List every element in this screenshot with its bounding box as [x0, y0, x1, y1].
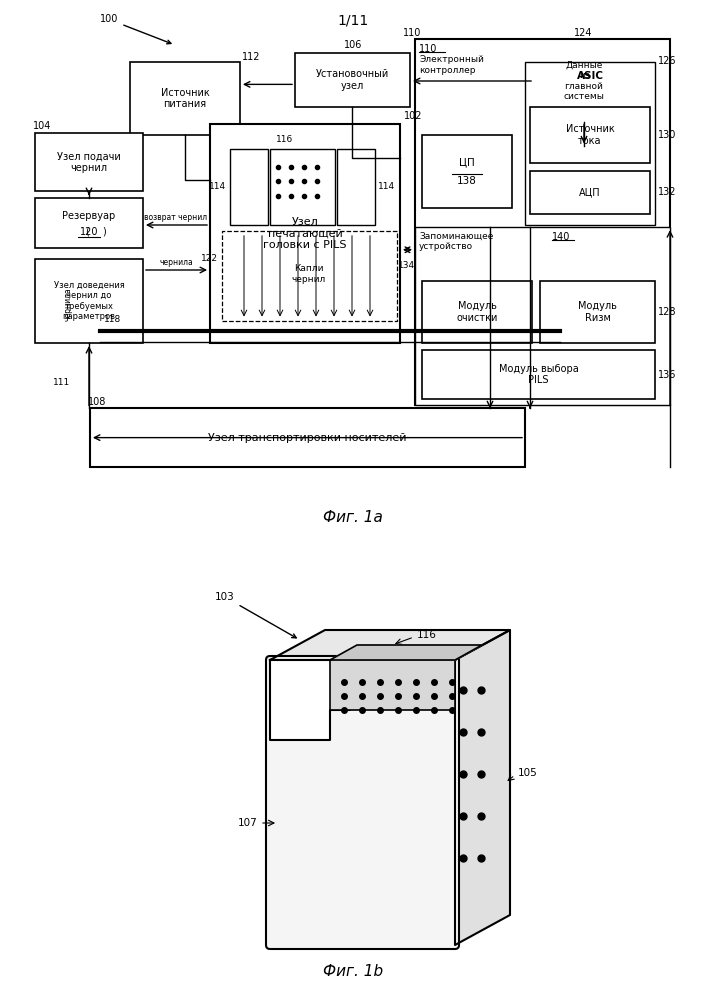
Text: 126: 126 [658, 56, 677, 66]
Text: 110: 110 [403, 28, 421, 38]
Text: 116: 116 [276, 135, 293, 144]
Bar [530, 107, 650, 163]
Bar [35, 259, 143, 343]
Text: 110: 110 [419, 44, 438, 54]
Text: 132: 132 [658, 187, 677, 197]
Text: чернила: чернила [159, 258, 193, 267]
Text: ЦП: ЦП [459, 158, 475, 168]
Text: 104: 104 [33, 121, 52, 131]
Bar [530, 171, 650, 214]
Bar [525, 62, 655, 225]
Text: 128: 128 [658, 307, 677, 317]
Text: возврат чернил: возврат чернил [144, 213, 208, 222]
Text: 100: 100 [100, 14, 171, 44]
Text: Источник
тока: Источник тока [566, 124, 614, 146]
Text: Запоминающее
устройство: Запоминающее устройство [419, 232, 493, 251]
Text: Фиг. 1а: Фиг. 1а [323, 510, 383, 525]
Bar [422, 135, 512, 208]
Text: Резервуар: Резервуар [62, 211, 116, 221]
FancyBboxPatch shape [266, 656, 459, 949]
Text: Установочный
узел: Установочный узел [316, 69, 389, 91]
Bar [337, 148, 375, 225]
Text: ): ) [102, 227, 106, 237]
Text: 118: 118 [104, 315, 121, 324]
Text: 136: 136 [658, 370, 677, 380]
Text: 102: 102 [404, 111, 423, 121]
Text: Модуль выбора
PILS: Модуль выбора PILS [498, 364, 578, 385]
Text: (: ( [85, 227, 89, 237]
Text: Источник
питания: Источник питания [160, 88, 209, 109]
Text: 107: 107 [238, 818, 258, 828]
Text: 138: 138 [457, 176, 477, 186]
Text: 105: 105 [518, 768, 538, 778]
Bar [230, 148, 268, 225]
Bar [210, 124, 400, 343]
Bar [270, 148, 335, 225]
Polygon shape [270, 660, 350, 740]
Text: Электронный
контроллер: Электронный контроллер [419, 55, 484, 75]
Text: Капли
чернил: Капли чернил [292, 264, 326, 284]
Text: Узел доведения
чернил до
требуемых
параметров: Узел доведения чернил до требуемых парам… [54, 281, 124, 321]
Bar [422, 281, 532, 343]
Polygon shape [330, 645, 482, 660]
Bar [295, 53, 410, 107]
Text: 114: 114 [209, 182, 226, 191]
Bar [534, 40, 634, 121]
Text: Фиг. 1b: Фиг. 1b [323, 964, 383, 980]
Text: 120: 120 [80, 227, 98, 237]
Bar [415, 39, 670, 405]
Text: Данные
из
главной
системы: Данные из главной системы [563, 61, 604, 101]
Text: 103: 103 [215, 592, 296, 638]
Text: АЦП: АЦП [579, 187, 601, 197]
Text: 134: 134 [399, 261, 416, 270]
Text: 112: 112 [242, 52, 260, 62]
Text: 108: 108 [88, 397, 106, 407]
Bar [222, 231, 397, 321]
Bar [330, 660, 455, 710]
Text: чернила: чернила [64, 287, 73, 321]
Text: Модуль
Rизм: Модуль Rизм [578, 301, 617, 323]
Text: 124: 124 [574, 28, 592, 38]
Bar [415, 227, 670, 405]
Text: ASIC: ASIC [576, 71, 604, 81]
Bar [90, 408, 525, 467]
Bar [540, 281, 655, 343]
Text: 114: 114 [305, 693, 325, 703]
Text: 114: 114 [378, 182, 395, 191]
Bar [35, 198, 143, 247]
Bar [130, 62, 240, 135]
Bar [35, 133, 143, 191]
Text: Модуль
очистки: Модуль очистки [456, 301, 498, 323]
Bar [422, 350, 655, 399]
Text: 111: 111 [53, 378, 70, 387]
Text: Узел
печатающей
головки с PILS: Узел печатающей головки с PILS [263, 217, 346, 250]
Polygon shape [455, 630, 510, 945]
Text: Узел подачи
чернил: Узел подачи чернил [57, 151, 121, 173]
Polygon shape [270, 630, 510, 660]
Text: 140: 140 [552, 232, 571, 242]
Text: 122: 122 [201, 254, 218, 263]
Text: 1/11: 1/11 [337, 13, 368, 27]
Text: 116: 116 [417, 630, 437, 640]
Text: 130: 130 [658, 130, 677, 140]
Text: 106: 106 [344, 40, 363, 50]
Text: Узел транспортировки носителей: Узел транспортировки носителей [209, 433, 407, 443]
